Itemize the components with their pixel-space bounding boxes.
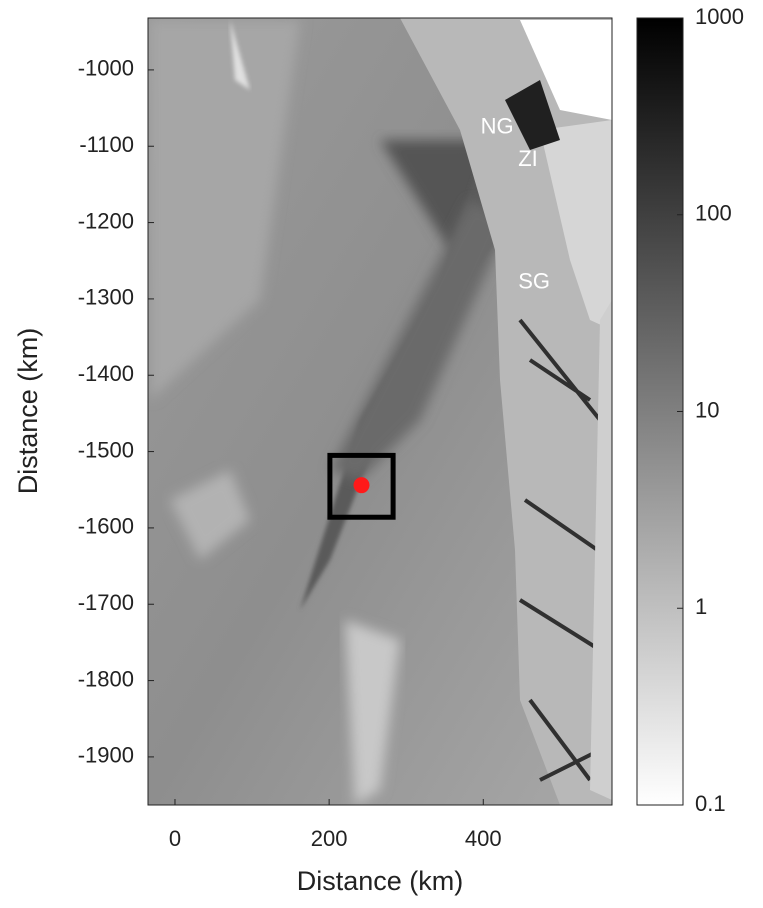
x-axis-label: Distance (km) <box>297 866 464 896</box>
site-point <box>353 477 370 494</box>
y-tick-label: -1800 <box>78 666 134 691</box>
x-tick-label: 400 <box>465 826 502 851</box>
colorbar-tick-label: 0.1 <box>695 791 726 816</box>
x-tick-label: 0 <box>169 826 181 851</box>
x-tick-label: 200 <box>311 826 348 851</box>
y-tick-label: -1200 <box>78 208 134 233</box>
y-tick-label: -1900 <box>78 743 134 768</box>
colorbar-tick-label: 100 <box>695 201 732 226</box>
y-tick-label: -1300 <box>78 285 134 310</box>
velocity-image <box>148 18 612 805</box>
annotation: ZI <box>518 146 538 171</box>
y-tick-label: -1100 <box>79 132 134 157</box>
y-tick-label: -1500 <box>78 437 134 462</box>
y-tick-label: -1600 <box>78 514 134 539</box>
annotation: NG <box>481 114 514 139</box>
study-box <box>327 452 396 520</box>
colorbar-tick-label: 1 <box>695 594 707 619</box>
y-tick-label: -1700 <box>78 590 134 615</box>
y-tick-label: -1000 <box>78 56 134 81</box>
colorbar-tick-label: 1000 <box>695 4 744 29</box>
y-tick-label: -1400 <box>78 361 134 386</box>
axes-frame <box>147 17 613 806</box>
annotation: SG <box>518 269 550 294</box>
y-axis-label: Distance (km) <box>13 328 43 495</box>
colorbar-tick-label: 10 <box>695 397 719 422</box>
colorbar <box>636 17 684 806</box>
